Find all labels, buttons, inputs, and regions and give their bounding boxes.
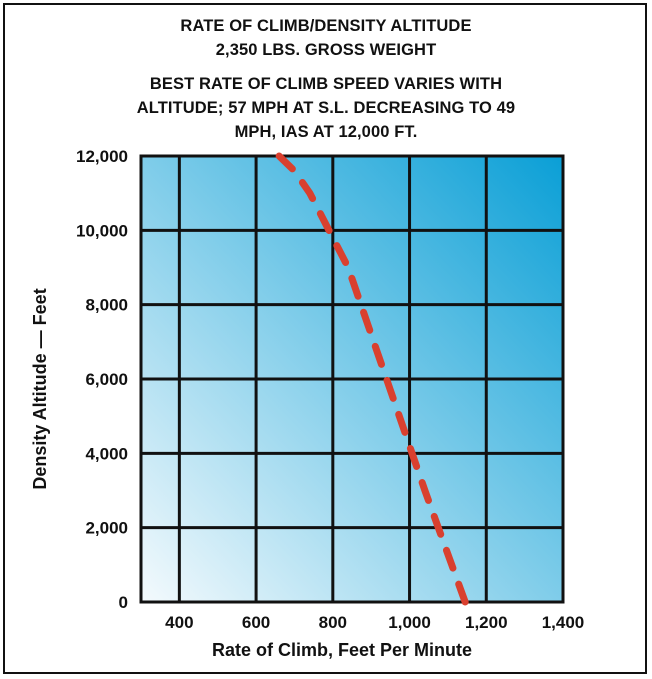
tick-labels: 400 600 800 1,000 1,200 1,400 0 2,000 4,000 6,000…: [76, 147, 584, 632]
y-tick-label: 8,000: [85, 296, 128, 315]
grid: [139, 154, 565, 604]
chart-header: RATE OF CLIMB/DENSITY ALTITUDE 2,350 LBS…: [0, 14, 652, 144]
x-tick-label: 800: [319, 613, 347, 632]
x-axis-label: Rate of Climb, Feet Per Minute: [212, 640, 472, 660]
climb-rate-line: [275, 152, 469, 606]
y-axis-label: Density Altitude — Feet: [30, 288, 50, 489]
y-tick-label: 12,000: [76, 147, 128, 166]
y-tick-label: 10,000: [76, 221, 128, 240]
x-tick-label: 1,200: [465, 613, 508, 632]
y-tick-label: 4,000: [85, 444, 128, 463]
chart-annotation-line-1: BEST RATE OF CLIMB SPEED VARIES WITH: [149, 75, 503, 93]
y-tick-label: 6,000: [85, 370, 128, 389]
series-layer: [275, 152, 469, 606]
chart-frame: [3, 3, 647, 674]
y-tick-label: 2,000: [85, 519, 128, 538]
x-tick-label: 600: [242, 613, 270, 632]
x-tick-label: 1,400: [542, 613, 585, 632]
chart-title: RATE OF CLIMB/DENSITY ALTITUDE: [180, 17, 472, 35]
plot-border: [139, 154, 565, 604]
y-tick-label: 0: [119, 593, 128, 612]
chart-subtitle: 2,350 LBS. GROSS WEIGHT: [215, 41, 437, 59]
chart-annotation-line-3: MPH, IAS AT 12,000 FT.: [234, 123, 418, 141]
x-tick-label: 1,000: [388, 613, 431, 632]
chart-annotation-line-2: ALTITUDE; 57 MPH AT S.L. DECREASING TO 4…: [136, 99, 516, 117]
x-tick-label: 400: [165, 613, 193, 632]
